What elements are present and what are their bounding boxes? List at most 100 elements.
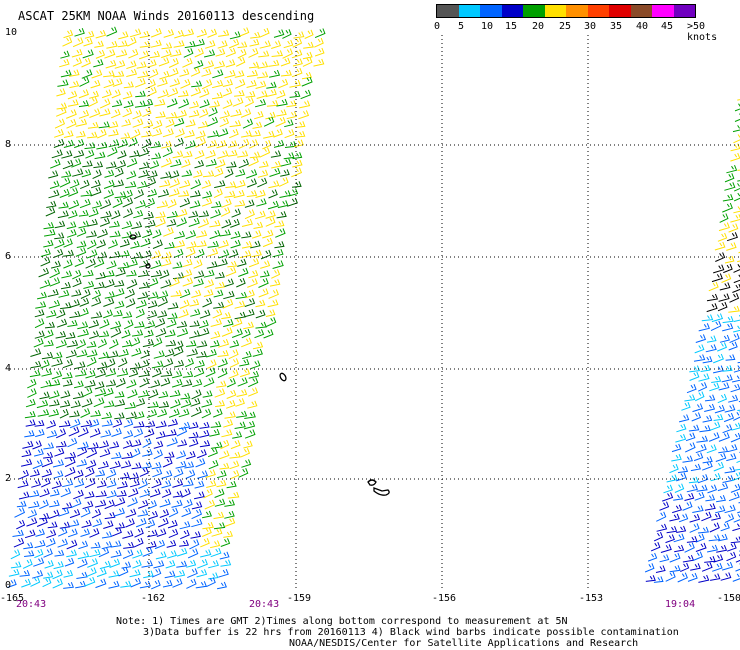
wind-barb (106, 490, 117, 499)
wind-barb (225, 267, 237, 277)
wind-barb (696, 484, 708, 492)
wind-barb (727, 444, 738, 453)
wind-barb (131, 439, 142, 448)
wind-barb (69, 410, 80, 418)
wind-barb (145, 540, 157, 549)
wind-barb (186, 451, 196, 460)
wind-barb (55, 339, 67, 349)
wind-barb (143, 99, 154, 107)
wind-barb (689, 514, 701, 523)
wind-barb (706, 303, 718, 313)
wind-barb (217, 368, 228, 379)
wind-barb (157, 408, 168, 418)
wind-barb (106, 469, 117, 479)
wind-barb (79, 76, 90, 87)
wind-barb (702, 356, 713, 364)
wind-barb (76, 571, 88, 579)
wind-barb (268, 180, 280, 189)
wind-barb (686, 536, 698, 543)
wind-barb (190, 87, 202, 97)
wind-barb (183, 499, 193, 509)
wind-barb (192, 378, 203, 388)
wind-barb (107, 350, 119, 359)
wind-barb (157, 89, 169, 99)
wind-barb (187, 548, 199, 559)
wind-barb (728, 394, 739, 403)
wind-barb (68, 210, 78, 219)
wind-barb (669, 552, 681, 563)
wind-barb (724, 182, 736, 191)
wind-barb (283, 152, 295, 160)
wind-barb (103, 70, 115, 78)
wind-barb (24, 430, 35, 438)
wind-barb (722, 316, 734, 324)
wind-barb (194, 360, 205, 369)
wind-barb (32, 459, 43, 470)
wind-barb (40, 256, 51, 267)
wind-barb (235, 57, 246, 67)
wind-barb (179, 288, 191, 299)
wind-barb (14, 507, 26, 518)
wind-barb (677, 466, 689, 474)
wind-barb (174, 230, 186, 240)
wind-barb (280, 57, 291, 67)
wind-barb (126, 68, 138, 78)
wind-barb (122, 549, 134, 559)
wind-barb (238, 468, 249, 478)
wind-barb (254, 99, 267, 108)
wind-barb (150, 269, 163, 278)
wind-barb (222, 87, 233, 97)
wind-barb (274, 220, 285, 228)
wind-barb (272, 249, 284, 258)
wind-barb (114, 279, 125, 287)
wind-barb (66, 109, 77, 119)
wind-barb (169, 178, 180, 188)
wind-barb (161, 140, 172, 149)
wind-barb (161, 470, 173, 479)
wind-barb (55, 440, 67, 448)
wind-barb (161, 49, 172, 59)
wind-barb (63, 249, 75, 257)
wind-barb (733, 264, 740, 273)
wind-barb (698, 373, 710, 382)
wind-barb (137, 180, 148, 189)
wind-barb (219, 462, 230, 470)
wind-barb (54, 220, 66, 229)
wind-barb (222, 99, 233, 109)
wind-barb (718, 432, 730, 442)
wind-barb (54, 129, 64, 138)
wind-barb (60, 69, 72, 78)
wind-barb (98, 121, 110, 129)
wind-barb (53, 248, 64, 259)
wind-barb (55, 428, 67, 439)
legend-swatch (652, 5, 674, 17)
wind-barb (216, 470, 227, 479)
wind-barb (672, 504, 682, 514)
wind-barb (209, 220, 221, 228)
wind-barb (686, 484, 698, 493)
wind-barb (143, 120, 154, 129)
wind-barb (188, 421, 199, 429)
wind-barb (728, 341, 738, 351)
wind-barb (138, 479, 148, 489)
wind-barb (114, 391, 125, 398)
wind-barb (77, 446, 88, 457)
wind-barb (248, 48, 259, 58)
wind-barb (176, 560, 188, 568)
wind-barb (733, 134, 740, 144)
wind-barb (247, 377, 259, 388)
wind-barb (108, 139, 120, 148)
wind-barb (91, 200, 102, 209)
wind-barb (726, 165, 738, 174)
wind-barb (286, 111, 298, 120)
wind-barb (275, 117, 286, 127)
wind-barb (134, 78, 146, 88)
wind-barb (181, 488, 191, 498)
wind-barb (220, 207, 231, 217)
wind-barb (218, 339, 230, 348)
wind-barb (66, 118, 77, 129)
wind-barb (249, 151, 261, 159)
wind-barb (227, 491, 240, 499)
wind-barb (201, 180, 212, 189)
wind-barb (700, 364, 711, 372)
